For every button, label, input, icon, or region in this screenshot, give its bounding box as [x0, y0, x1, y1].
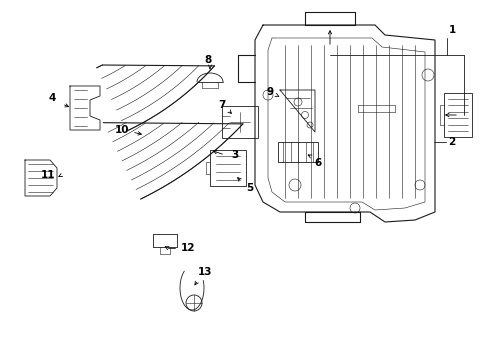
- Text: 10: 10: [115, 125, 129, 135]
- Text: 2: 2: [447, 137, 455, 147]
- Text: 4: 4: [48, 93, 56, 103]
- Text: 12: 12: [181, 243, 195, 253]
- Bar: [278, 142, 317, 162]
- Text: 13: 13: [197, 267, 212, 277]
- Bar: [222, 106, 258, 138]
- Text: 8: 8: [204, 55, 211, 65]
- Text: 7: 7: [218, 100, 225, 110]
- Bar: [443, 93, 471, 137]
- Text: 11: 11: [41, 170, 55, 180]
- Text: 3: 3: [231, 150, 238, 160]
- Text: 1: 1: [447, 25, 455, 35]
- Bar: [209, 150, 245, 186]
- Text: 6: 6: [314, 158, 321, 168]
- Text: 9: 9: [266, 87, 273, 97]
- Text: 5: 5: [246, 183, 253, 193]
